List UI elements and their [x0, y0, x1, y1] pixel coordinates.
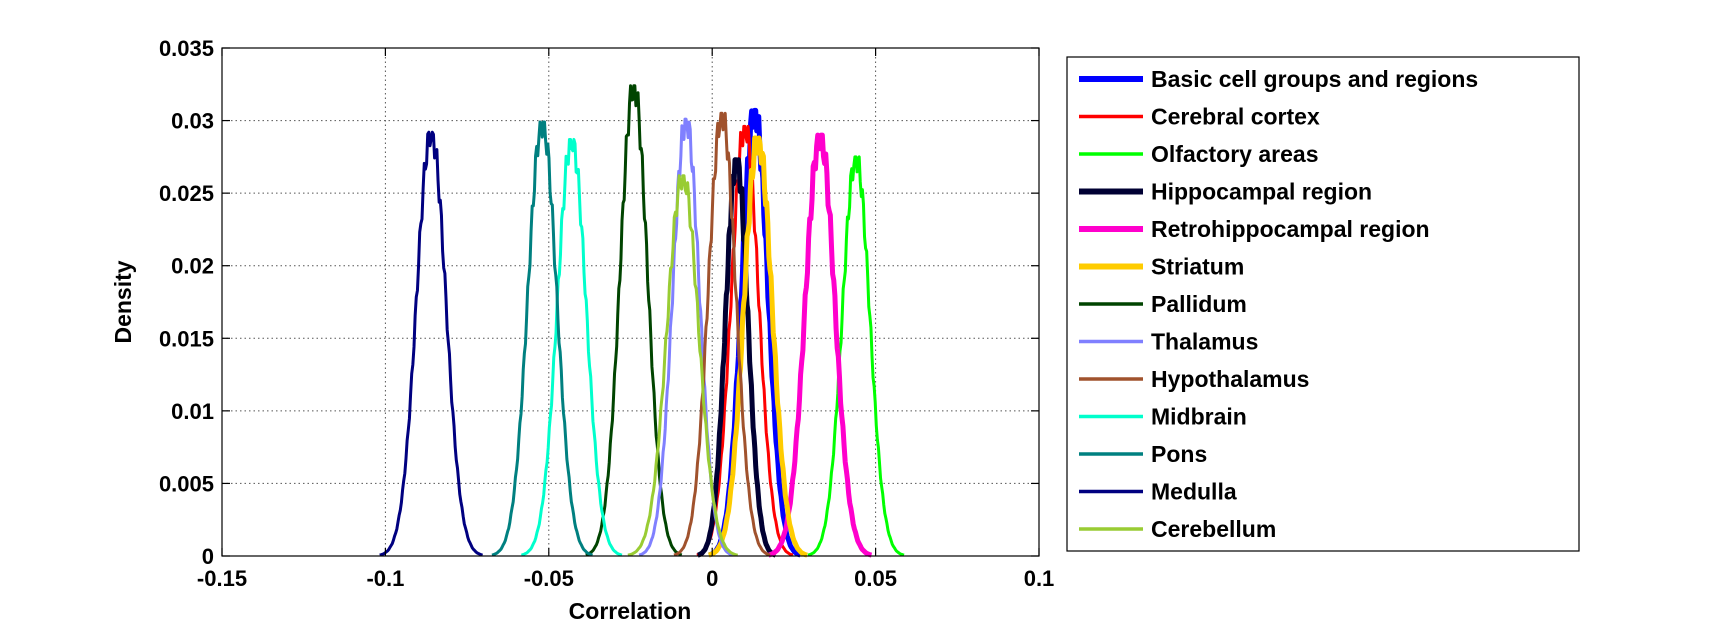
y-tick-label: 0.005	[159, 471, 214, 496]
x-tick-label: -0.1	[366, 566, 404, 591]
y-tick-label: 0.035	[159, 36, 214, 61]
y-axis-label: Density	[110, 260, 136, 343]
x-tick-label: -0.05	[524, 566, 574, 591]
y-tick-label: 0.02	[171, 254, 214, 279]
density-curve	[520, 137, 623, 557]
legend-label: Cerebral cortex	[1151, 104, 1320, 130]
x-tick-label: 0.05	[854, 566, 897, 591]
legend-label: Pons	[1151, 441, 1207, 467]
legend-label: Hypothalamus	[1151, 366, 1309, 392]
y-tick-label: 0.015	[159, 326, 214, 351]
x-tick-label: 0	[706, 566, 718, 591]
density-curve	[807, 155, 905, 557]
legend-label: Retrohippocampal region	[1151, 216, 1430, 242]
density-curve	[707, 135, 809, 558]
x-tick-label: 0.1	[1024, 566, 1055, 591]
y-tick-label: 0	[202, 544, 214, 569]
legend-label: Medulla	[1151, 479, 1237, 505]
density-curve	[673, 111, 771, 557]
density-curve	[696, 157, 778, 558]
density-curve	[379, 130, 483, 557]
plot-frame	[221, 47, 1040, 557]
legend-label: Cerebellum	[1151, 516, 1276, 542]
legend-label: Olfactory areas	[1151, 141, 1318, 167]
legend-label: Thalamus	[1151, 329, 1258, 355]
legend-label: Pallidum	[1151, 291, 1247, 317]
density-curve	[627, 174, 739, 557]
x-tick-label: -0.15	[197, 566, 247, 591]
legend-label: Hippocampal region	[1151, 179, 1372, 205]
legend: Basic cell groups and regions Cerebral co…	[1066, 56, 1580, 552]
y-tick-label: 0.01	[171, 399, 214, 424]
legend-label: Striatum	[1151, 254, 1244, 280]
x-axis-label: Correlation	[569, 598, 692, 624]
density-curves	[379, 84, 905, 558]
legend-box	[1066, 56, 1580, 552]
grid-lines	[222, 48, 1039, 556]
density-curve	[491, 120, 593, 557]
legend-label: Midbrain	[1151, 404, 1247, 430]
density-curve	[767, 132, 873, 558]
axis-ticks: -0.15 -0.1 -0.05 0 0.05 0.1 0 0.005 0.01 0.015 0.0…	[159, 36, 1054, 591]
legend-label: Basic cell groups and regions	[1151, 66, 1478, 92]
y-tick-label: 0.03	[171, 109, 214, 134]
density-curve	[585, 84, 683, 557]
plot-area	[222, 48, 1039, 556]
y-tick-label: 0.025	[159, 181, 214, 206]
